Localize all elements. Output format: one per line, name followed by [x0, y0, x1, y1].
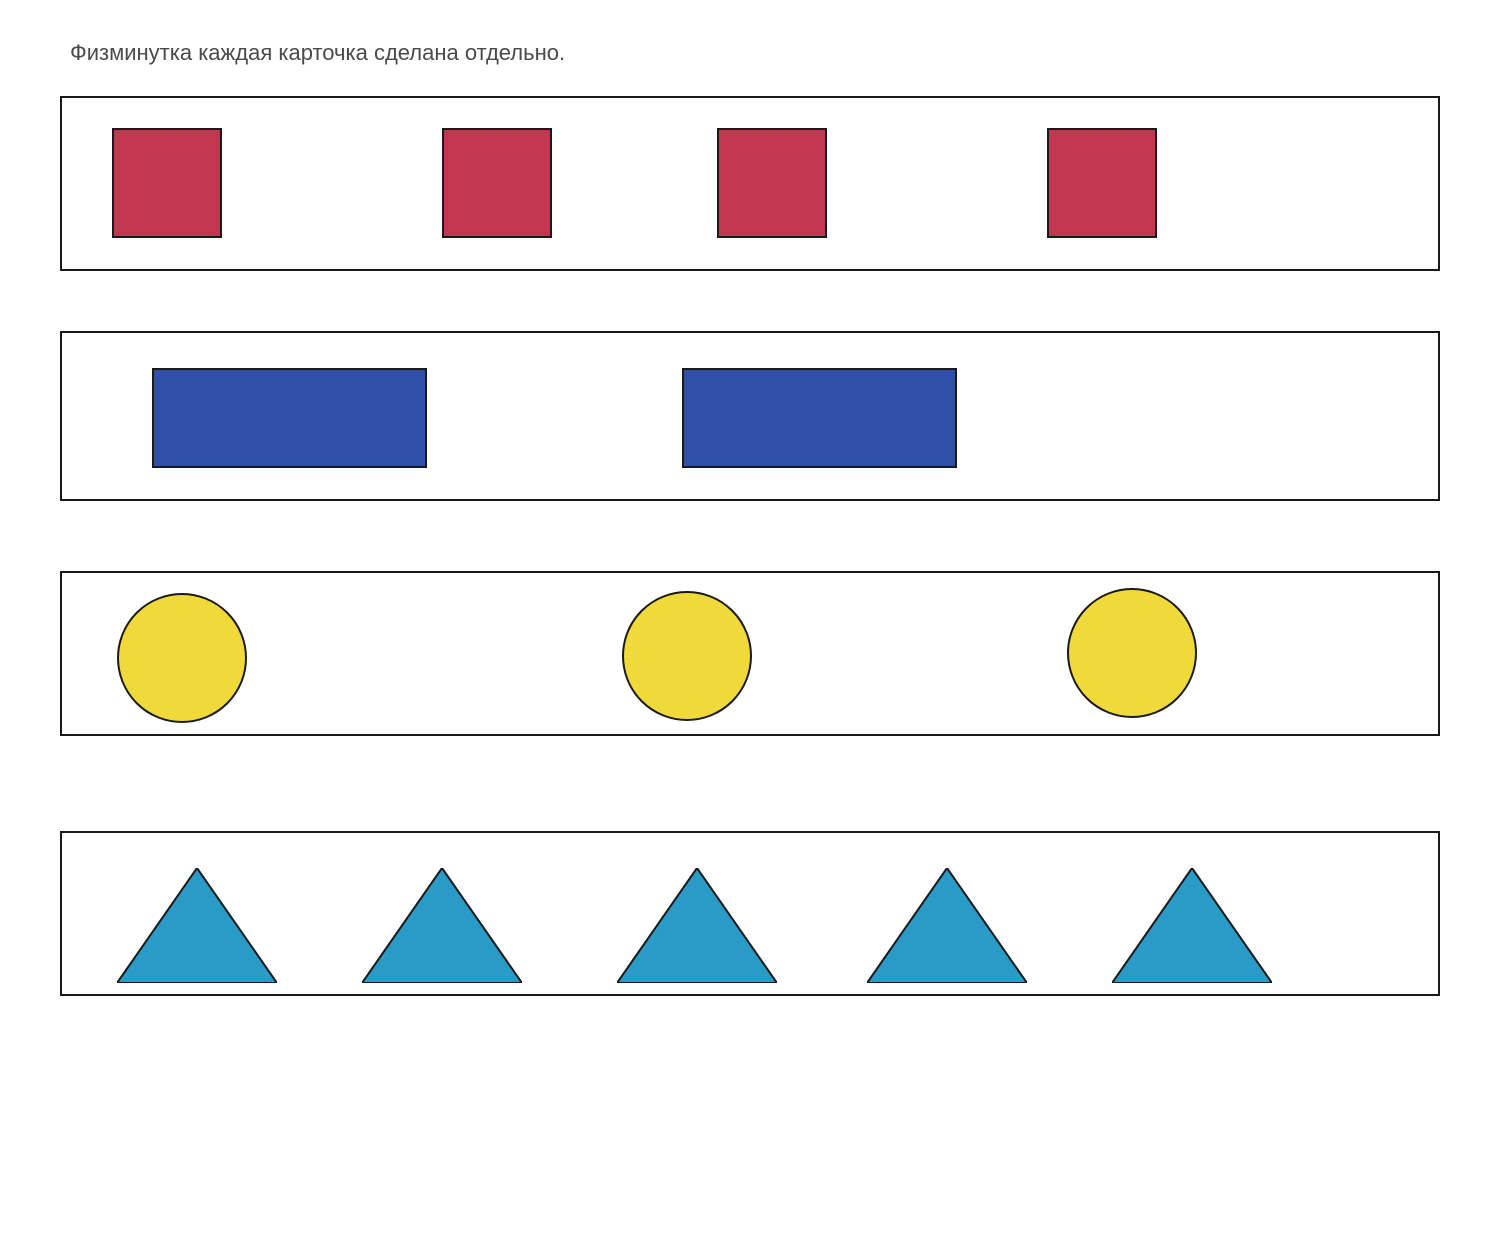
circle-shape — [1067, 588, 1197, 718]
square-shape — [1047, 128, 1157, 238]
rectangles-card — [60, 331, 1440, 501]
circles-card — [60, 571, 1440, 736]
cards-container — [60, 96, 1440, 996]
circle-shape — [117, 593, 247, 723]
triangle-shape — [117, 868, 277, 983]
triangle-shape — [867, 868, 1027, 983]
triangles-card — [60, 831, 1440, 996]
circle-shape — [622, 591, 752, 721]
triangle-shape — [1112, 868, 1272, 983]
squares-card — [60, 96, 1440, 271]
square-shape — [717, 128, 827, 238]
square-shape — [442, 128, 552, 238]
square-shape — [112, 128, 222, 238]
rectangle-shape — [682, 368, 957, 468]
page-title: Физминутка каждая карточка сделана отдел… — [70, 40, 1440, 66]
triangle-shape — [617, 868, 777, 983]
rectangle-shape — [152, 368, 427, 468]
triangle-shape — [362, 868, 522, 983]
